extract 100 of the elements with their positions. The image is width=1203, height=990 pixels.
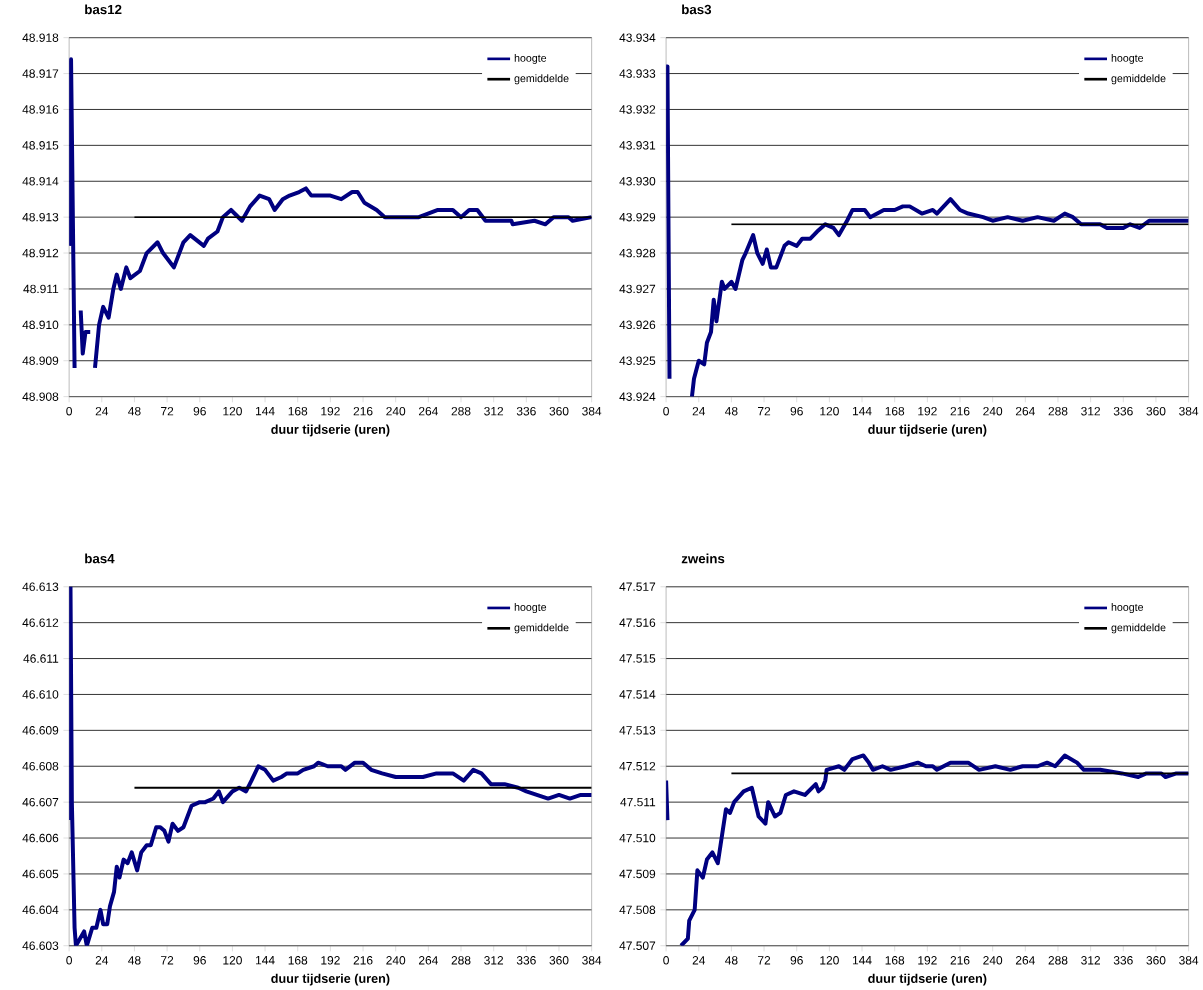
x-tick-label: 360: [549, 407, 569, 416]
y-tick-label: 48.913: [22, 212, 59, 222]
x-tick-label: 24: [95, 956, 109, 965]
y-tick-label: 46.603: [22, 941, 59, 951]
y-tick-label: 46.606: [22, 833, 59, 843]
y-tick-label: 46.611: [23, 654, 59, 663]
y-tick-label: 43.924: [619, 392, 656, 401]
y-tick-label: 46.607: [22, 797, 59, 807]
x-tick-label: 264: [418, 956, 438, 965]
y-tick-label: 47.511: [620, 798, 656, 807]
x-axis-title: duur tijdserie (uren): [271, 973, 390, 986]
legend-label: gemiddelde: [514, 74, 569, 85]
y-tick-label: 46.613: [22, 582, 59, 592]
x-tick-label: 312: [1081, 956, 1100, 965]
x-tick-label: 240: [983, 956, 1003, 965]
x-tick-label: 384: [1179, 407, 1199, 416]
y-tick-label: 46.609: [22, 726, 59, 735]
x-tick-label: 288: [451, 407, 471, 416]
y-tick-label: 48.908: [22, 392, 59, 401]
x-tick-label: 72: [758, 407, 771, 416]
y-tick-label: 47.514: [619, 690, 656, 699]
x-tick-label: 48: [128, 956, 141, 965]
x-tick-label: 72: [758, 956, 771, 965]
x-tick-label: 336: [516, 407, 536, 416]
y-tick-label: 43.925: [619, 356, 656, 366]
legend-label: gemiddelde: [514, 623, 569, 634]
y-tick-label: 46.604: [22, 905, 59, 915]
x-tick-label: 168: [288, 407, 308, 416]
x-tick-label: 120: [820, 407, 839, 416]
x-tick-label: 216: [353, 407, 373, 416]
y-tick-label: 47.515: [619, 654, 656, 663]
x-tick-label: 192: [321, 956, 340, 965]
y-tick-label: 43.927: [619, 284, 656, 294]
x-tick-label: 360: [549, 956, 569, 965]
y-tick-label: 47.510: [619, 833, 656, 843]
chart-title: bas12: [85, 4, 122, 15]
chart-title: bas4: [85, 553, 115, 564]
y-tick-label: 48.916: [22, 105, 59, 114]
x-tick-label: 264: [1015, 956, 1035, 965]
x-tick-label: 216: [950, 407, 970, 416]
legend-label: gemiddelde: [1111, 74, 1166, 85]
legend-label: hoogte: [514, 54, 547, 64]
x-tick-label: 288: [1048, 407, 1068, 416]
y-tick-label: 48.910: [22, 320, 59, 330]
x-tick-label: 384: [582, 956, 602, 965]
x-tick-label: 288: [451, 956, 471, 965]
x-tick-label: 240: [386, 407, 406, 416]
x-tick-label: 0: [66, 407, 72, 416]
x-axis-title: duur tijdserie (uren): [868, 973, 987, 986]
x-tick-label: 24: [692, 956, 706, 965]
legend-label: hoogte: [1111, 603, 1144, 614]
y-tick-label: 43.930: [619, 177, 656, 186]
y-tick-label: 48.915: [22, 141, 59, 150]
x-axis-title: duur tijdserie (uren): [271, 424, 390, 437]
y-tick-label: 43.934: [619, 33, 656, 42]
y-tick-label: 47.508: [619, 905, 656, 915]
x-tick-label: 336: [516, 956, 536, 965]
x-tick-label: 144: [852, 407, 872, 416]
x-tick-label: 168: [885, 407, 905, 416]
x-tick-label: 96: [193, 956, 206, 965]
y-tick-label: 47.517: [619, 582, 656, 591]
x-tick-label: 384: [582, 407, 602, 416]
y-tick-label: 47.512: [619, 762, 656, 771]
y-tick-label: 47.516: [619, 618, 656, 627]
chart-title: zweins: [681, 553, 725, 564]
x-axis-title: duur tijdserie (uren): [868, 424, 987, 437]
y-tick-label: 48.909: [22, 356, 59, 366]
x-tick-label: 192: [918, 407, 937, 416]
x-tick-label: 48: [725, 956, 738, 965]
chart-title: bas3: [682, 4, 712, 15]
x-tick-label: 336: [1113, 407, 1133, 416]
x-tick-label: 216: [950, 956, 970, 965]
y-tick-label: 43.926: [619, 320, 656, 330]
x-tick-label: 264: [1015, 407, 1035, 416]
y-tick-label: 46.612: [22, 618, 59, 627]
x-tick-label: 48: [128, 407, 141, 416]
x-tick-label: 192: [321, 407, 340, 416]
x-tick-label: 216: [353, 956, 373, 965]
y-tick-label: 43.931: [619, 141, 656, 150]
x-tick-label: 312: [484, 956, 504, 965]
x-tick-label: 120: [223, 407, 242, 416]
x-tick-label: 312: [484, 407, 504, 416]
x-tick-label: 192: [918, 956, 937, 965]
x-tick-label: 72: [161, 407, 174, 416]
x-tick-label: 120: [820, 956, 839, 965]
x-tick-label: 168: [885, 956, 905, 965]
y-tick-label: 48.917: [22, 69, 59, 78]
y-tick-label: 43.929: [619, 212, 656, 222]
x-tick-label: 360: [1146, 956, 1166, 965]
legend-label: hoogte: [514, 603, 547, 614]
x-tick-label: 24: [95, 407, 109, 416]
y-tick-label: 43.932: [619, 105, 656, 114]
x-tick-label: 24: [692, 407, 706, 416]
x-tick-label: 264: [418, 407, 438, 416]
y-tick-label: 43.933: [619, 69, 656, 78]
legend-label: gemiddelde: [1111, 623, 1166, 634]
x-tick-label: 0: [663, 407, 669, 416]
x-tick-label: 240: [386, 956, 406, 965]
x-tick-label: 96: [790, 956, 803, 965]
y-tick-label: 48.918: [22, 33, 59, 42]
